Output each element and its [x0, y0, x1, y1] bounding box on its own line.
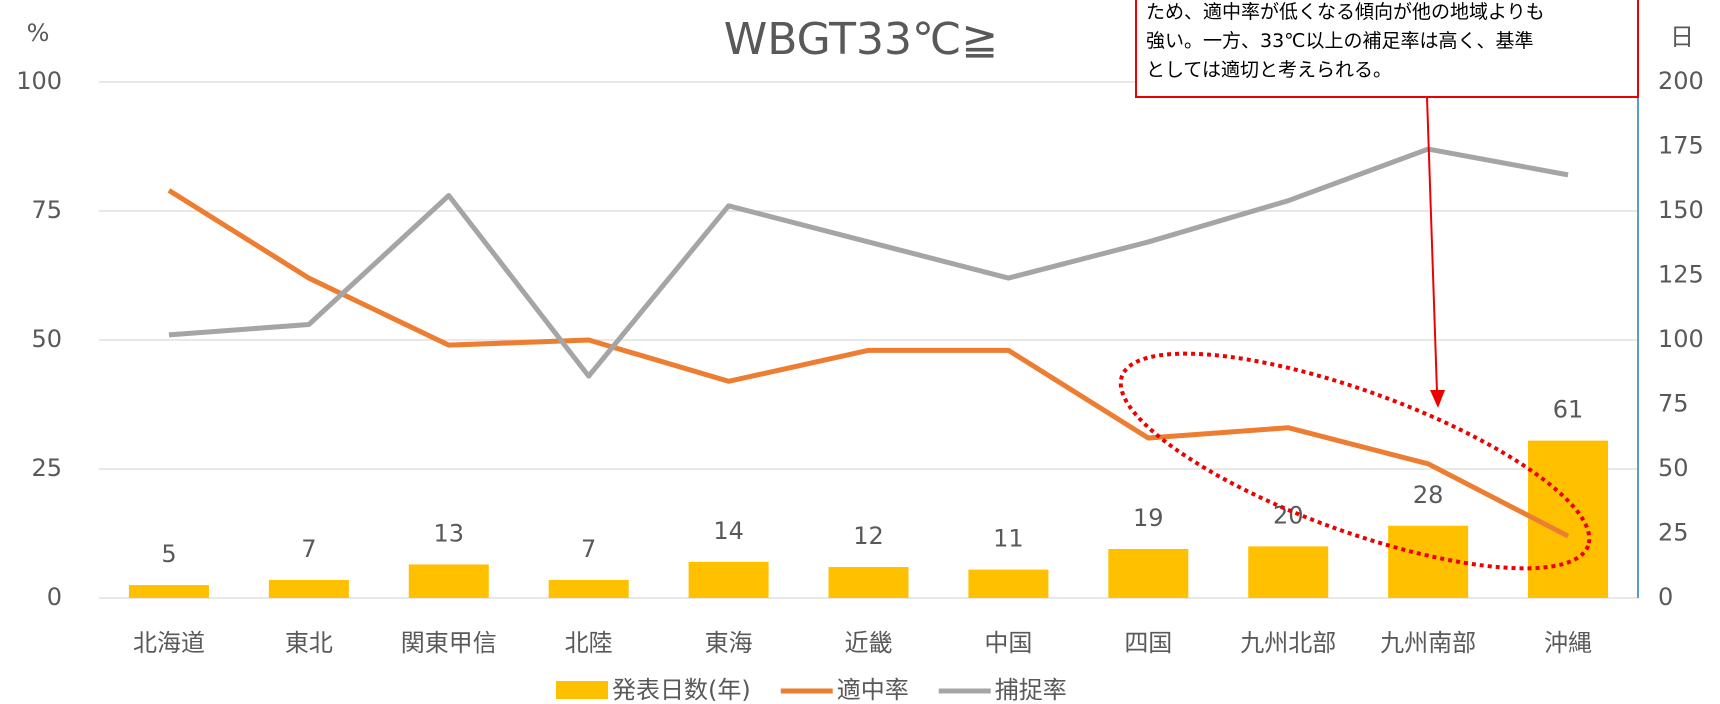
x-tick-label: 東北	[285, 629, 333, 657]
legend-label: 捕捉率	[995, 676, 1067, 704]
bar	[828, 567, 909, 598]
arrow-head	[1430, 390, 1445, 408]
y2-tick-label: 0	[1658, 583, 1673, 611]
data-label: 13	[433, 519, 464, 547]
y2-axis-label: 日	[1670, 23, 1694, 51]
x-tick-label: 関東甲信	[401, 629, 497, 657]
bar	[1108, 548, 1189, 598]
bar	[688, 561, 769, 598]
x-tick-label: 東海	[705, 629, 753, 657]
y2-tick-label: 50	[1658, 454, 1689, 482]
line	[168, 146, 1569, 379]
y-axis-label: %	[27, 19, 50, 47]
bar	[128, 585, 209, 598]
x-tick-label: 北陸	[565, 629, 613, 657]
x-tick-label: 中国	[984, 629, 1032, 657]
legend-label: 適中率	[837, 676, 909, 704]
bar	[1248, 546, 1329, 598]
y2-tick-label: 25	[1658, 519, 1689, 547]
bar	[408, 564, 489, 598]
data-label: 11	[993, 525, 1024, 553]
bar	[1528, 440, 1609, 598]
x-tick-label: 北海道	[133, 629, 205, 657]
x-tick-label: 沖縄	[1544, 629, 1592, 657]
data-label: 20	[1273, 501, 1304, 529]
x-tick-label: 九州北部	[1240, 629, 1336, 657]
y-tick-label: 0	[47, 583, 62, 611]
data-label: 7	[581, 535, 596, 563]
x-tick-label: 四国	[1124, 629, 1172, 657]
chart-title: WBGT33℃≧	[724, 14, 999, 65]
data-label: 14	[713, 517, 744, 545]
data-label: 19	[1133, 504, 1164, 532]
bar	[968, 569, 1049, 598]
legend-swatch	[556, 681, 608, 699]
y2-tick-label: 175	[1658, 132, 1704, 160]
data-label: 5	[161, 540, 176, 568]
annotation-text: としては適切と考えられる。	[1146, 59, 1392, 81]
y2-tick-label: 150	[1658, 196, 1704, 224]
data-label: 28	[1413, 481, 1444, 509]
y2-tick-label: 125	[1658, 261, 1704, 289]
y-tick-label: 100	[16, 67, 62, 95]
annotation-text: 強い。一方、33℃以上の補足率は高く、基準	[1146, 30, 1534, 52]
y2-tick-label: 100	[1658, 325, 1704, 353]
data-label: 61	[1553, 396, 1584, 424]
x-tick-label: 近畿	[845, 629, 893, 657]
annotation-box	[1135, 0, 1639, 98]
y2-tick-label: 75	[1658, 390, 1689, 418]
data-label: 12	[853, 522, 884, 550]
legend-label: 発表日数(年)	[612, 676, 751, 704]
y-tick-label: 50	[31, 325, 62, 353]
data-label: 7	[301, 535, 316, 563]
line	[167, 188, 1570, 539]
bar	[548, 579, 629, 598]
y-tick-label: 25	[31, 454, 62, 482]
bar	[1388, 525, 1469, 598]
y-tick-label: 75	[31, 196, 62, 224]
x-tick-label: 九州南部	[1380, 629, 1476, 657]
annotation-text: ため、適中率が低くなる傾向が他の地域よりも	[1146, 1, 1545, 23]
annotation-arrow	[1426, 96, 1438, 393]
y2-tick-label: 200	[1658, 67, 1704, 95]
bar	[268, 579, 349, 598]
